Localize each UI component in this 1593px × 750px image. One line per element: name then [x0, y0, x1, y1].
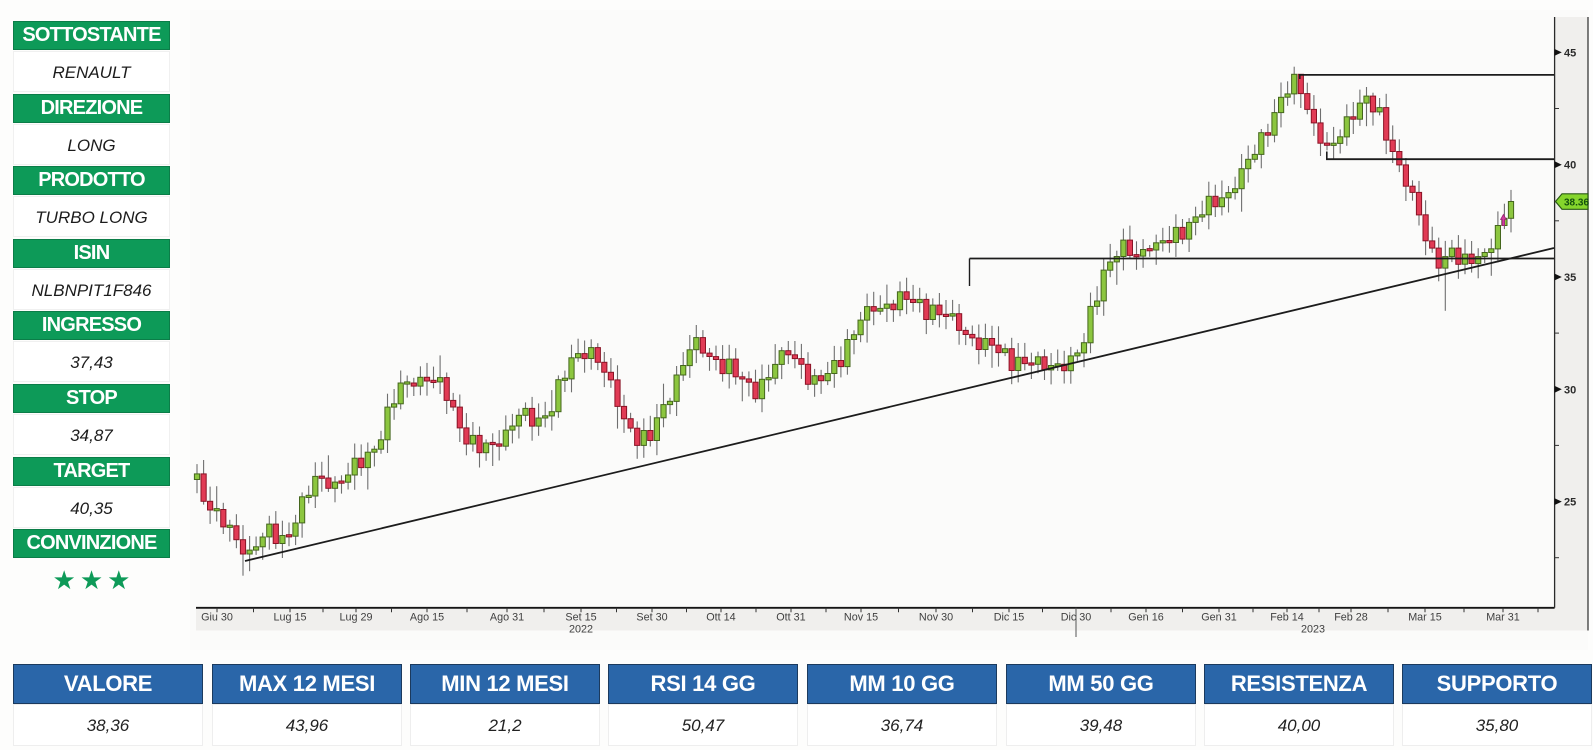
- svg-text:Feb 14: Feb 14: [1270, 612, 1304, 624]
- svg-text:Ago 31: Ago 31: [490, 612, 524, 624]
- svg-text:Nov 15: Nov 15: [844, 612, 878, 624]
- svg-text:38.36: 38.36: [1564, 198, 1589, 209]
- svg-text:Lug 29: Lug 29: [339, 612, 372, 624]
- svg-text:40: 40: [1564, 160, 1576, 172]
- svg-text:35: 35: [1564, 272, 1576, 284]
- svg-text:30: 30: [1564, 384, 1576, 396]
- svg-text:Mar 31: Mar 31: [1486, 612, 1520, 624]
- svg-text:Gen 16: Gen 16: [1128, 612, 1163, 624]
- svg-text:2022: 2022: [569, 624, 593, 636]
- svg-text:Set 15: Set 15: [565, 612, 596, 624]
- svg-text:Ott 31: Ott 31: [776, 612, 805, 624]
- svg-text:Feb 28: Feb 28: [1334, 612, 1368, 624]
- svg-text:Lug 15: Lug 15: [273, 612, 306, 624]
- svg-text:2023: 2023: [1301, 624, 1325, 636]
- svg-text:Mar 15: Mar 15: [1408, 612, 1442, 624]
- svg-text:Nov 30: Nov 30: [919, 612, 953, 624]
- svg-text:Dic 15: Dic 15: [994, 612, 1025, 624]
- svg-text:Giu 30: Giu 30: [201, 612, 233, 624]
- svg-text:45: 45: [1564, 47, 1576, 59]
- svg-text:Set 30: Set 30: [636, 612, 667, 624]
- svg-text:Ago 15: Ago 15: [410, 612, 444, 624]
- svg-text:Gen 31: Gen 31: [1201, 612, 1236, 624]
- svg-text:25: 25: [1564, 497, 1576, 509]
- svg-text:Ott 14: Ott 14: [706, 612, 735, 624]
